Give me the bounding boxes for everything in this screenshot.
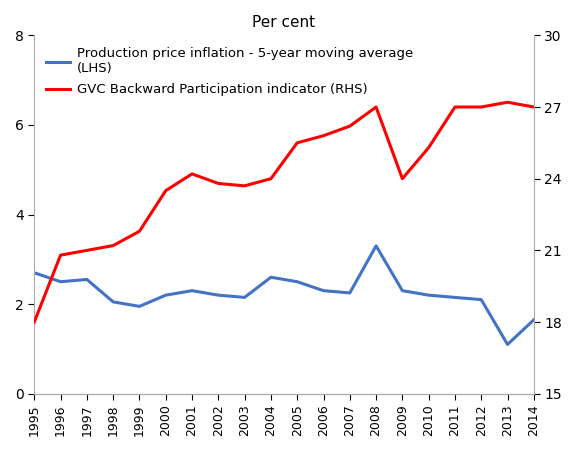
Title: Per cent: Per cent xyxy=(253,15,316,30)
Legend: Production price inflation - 5-year moving average
(LHS), GVC Backward Participa: Production price inflation - 5-year movi… xyxy=(41,42,418,101)
